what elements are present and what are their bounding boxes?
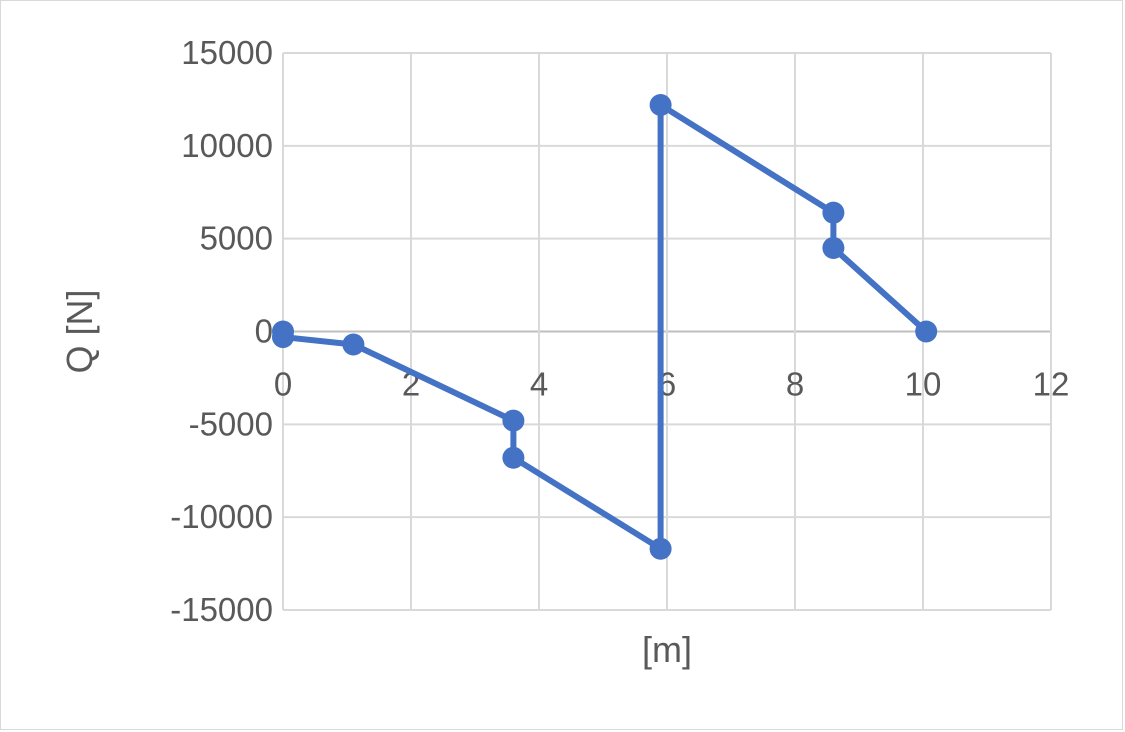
data-point-marker	[342, 333, 365, 356]
gridlines	[282, 52, 1052, 611]
y-tick-label: 0	[255, 313, 273, 350]
data-point-marker	[915, 320, 938, 343]
data-point-marker	[822, 236, 845, 259]
x-tick-label: 4	[530, 366, 548, 403]
data-point-marker	[822, 201, 845, 224]
x-tick-label: 0	[274, 366, 292, 403]
x-axis-title: [m]	[642, 629, 692, 670]
y-axis-tick-labels: 15000 10000 5000 0 -5000 -10000 -15000	[170, 34, 273, 628]
data-series	[272, 93, 938, 560]
y-axis-title: Q [N]	[59, 289, 100, 373]
data-point-marker	[502, 446, 525, 469]
data-point-marker	[649, 537, 672, 560]
x-tick-label: 12	[1033, 366, 1070, 403]
y-tick-label: -10000	[170, 498, 273, 535]
y-tick-label: -15000	[170, 591, 273, 628]
x-tick-label: 10	[905, 366, 942, 403]
y-tick-label: 15000	[181, 34, 273, 71]
series-line	[280, 101, 929, 552]
y-tick-label: 5000	[200, 220, 273, 257]
x-axis-tick-labels: 0 2 4 6 8 10 12	[274, 366, 1070, 403]
data-point-marker	[649, 93, 672, 116]
y-tick-label: -5000	[189, 405, 273, 442]
y-tick-label: 10000	[181, 127, 273, 164]
data-point-marker	[272, 326, 294, 349]
data-point-marker	[502, 409, 525, 432]
x-tick-label: 8	[786, 366, 804, 403]
